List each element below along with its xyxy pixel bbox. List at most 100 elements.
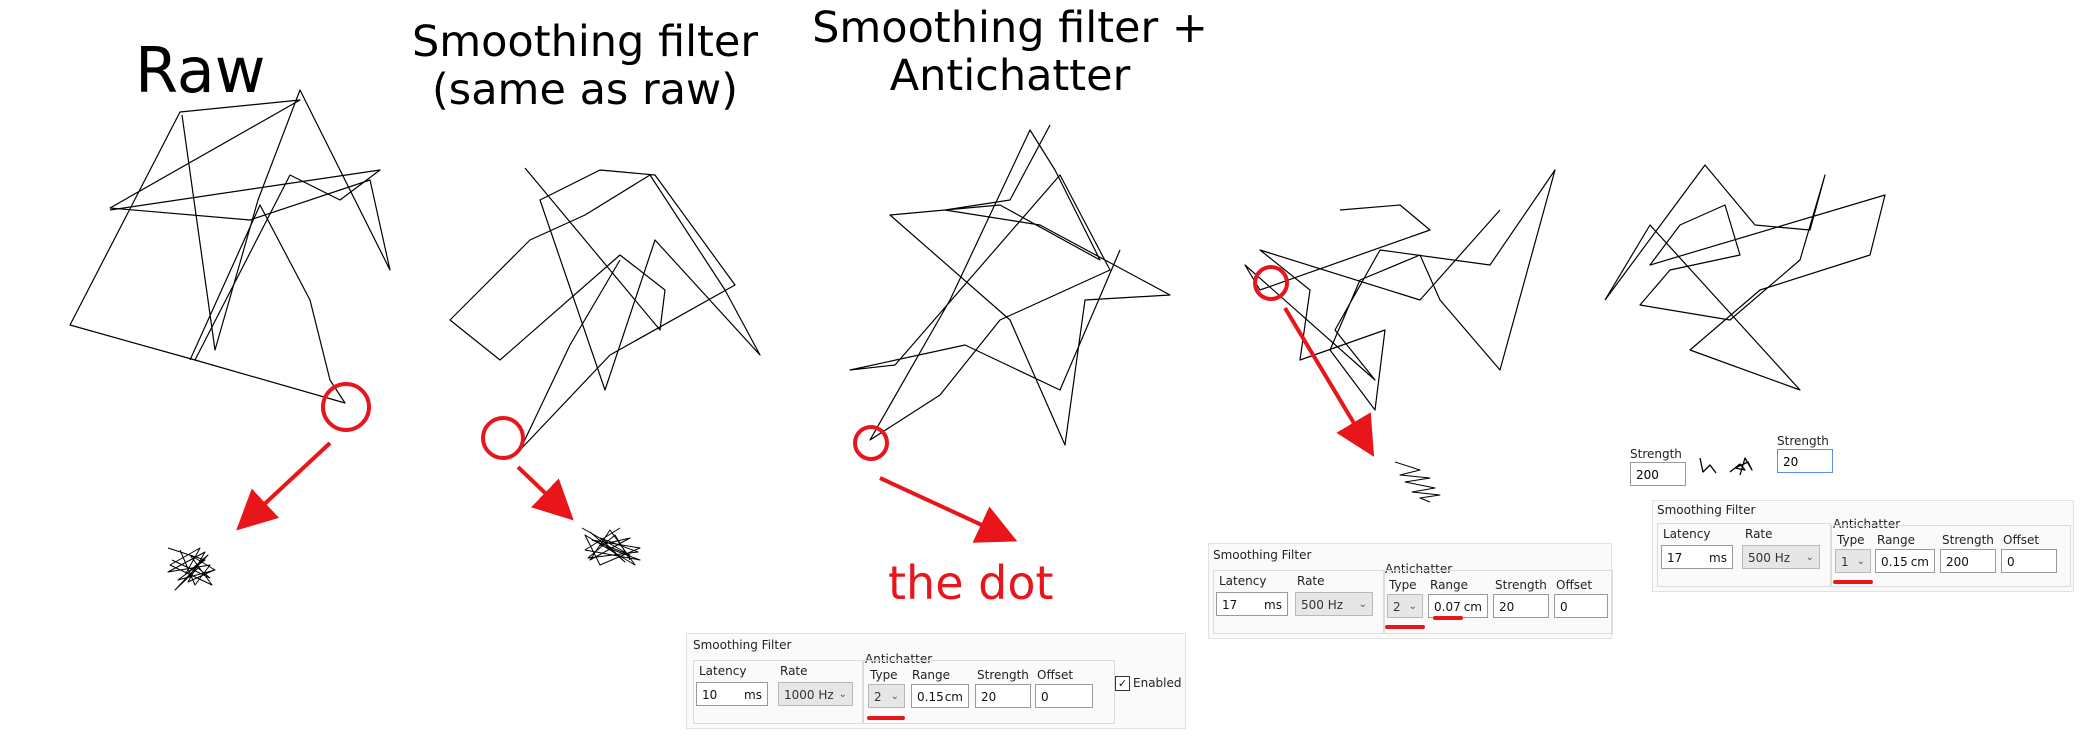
strength-input[interactable]: 200 xyxy=(1940,549,1996,573)
strength-input[interactable]: 20 xyxy=(1777,449,1833,473)
arrow xyxy=(879,476,1018,543)
type-label: Type xyxy=(1389,578,1417,592)
type-select[interactable]: 1 ⌄ xyxy=(1835,549,1871,573)
range-value: 0.07 xyxy=(1434,600,1461,614)
rate-select[interactable]: 1000 Hz ⌄ xyxy=(778,682,853,706)
annotation-the-dot: the dot xyxy=(888,556,1054,610)
type-value: 1 xyxy=(1841,555,1849,569)
latency-unit: ms xyxy=(1709,551,1727,565)
basic-group xyxy=(1213,570,1385,634)
range-input[interactable]: 0.07 cm xyxy=(1428,594,1488,618)
red-underline xyxy=(1433,616,1463,620)
red-underline xyxy=(1833,580,1873,584)
range-value: 0.15 xyxy=(917,690,944,704)
strength-input[interactable]: 20 xyxy=(1493,594,1549,618)
chevron-down-icon: ⌄ xyxy=(1856,556,1865,567)
smoothing-filter-panel: Smoothing Filter Latency 17 ms Rate 500 H… xyxy=(1208,543,1613,639)
strength-value: 20 xyxy=(981,690,997,704)
group-title: Smoothing Filter xyxy=(693,638,792,652)
smoothing-dot-zoom xyxy=(581,527,641,566)
strength-value: 200 xyxy=(1946,555,1969,569)
arrow xyxy=(516,465,574,521)
antichatter-title: Antichatter xyxy=(1833,517,1901,531)
offset-label: Offset xyxy=(1037,668,1074,682)
rate-select[interactable]: 500 Hz ⌄ xyxy=(1742,545,1820,569)
latency-label: Latency xyxy=(1663,527,1711,541)
type-select[interactable]: 2 ⌄ xyxy=(1387,594,1423,618)
antichatter-group xyxy=(863,660,1115,724)
antichatter-group xyxy=(1831,525,2071,587)
latency-value: 17 xyxy=(1222,598,1238,612)
group-title: Smoothing Filter xyxy=(1213,548,1312,562)
basic-group xyxy=(1657,523,1831,587)
offset-input[interactable]: 0 xyxy=(2001,549,2057,573)
type-value: 2 xyxy=(874,690,882,704)
range-input[interactable]: 0.15 cm xyxy=(911,684,969,708)
range-value: 0.15 xyxy=(1881,555,1908,569)
smoothing-stroke xyxy=(449,167,761,451)
type-select[interactable]: 2 ⌄ xyxy=(868,684,905,708)
offset-input[interactable]: 0 xyxy=(1035,684,1093,708)
enabled-checkbox[interactable]: ✓ xyxy=(1115,676,1130,691)
strength-input[interactable]: 20 xyxy=(975,684,1031,708)
smoothing-filter-panel: Smoothing Filter Latency 17 ms Rate 500 H… xyxy=(1652,500,2074,592)
antichatter-group xyxy=(1383,570,1613,634)
highlight-circle xyxy=(321,382,371,432)
latency-input[interactable]: 17 ms xyxy=(1661,545,1733,569)
latency-label: Latency xyxy=(699,664,747,678)
antichatter-title: Antichatter xyxy=(865,652,933,666)
rate-select[interactable]: 500 Hz ⌄ xyxy=(1295,592,1373,616)
rate-label: Rate xyxy=(1297,574,1325,588)
title-line: Smoothing filter + xyxy=(812,3,1208,53)
rate-value: 500 Hz xyxy=(1301,598,1344,612)
strength-value: 20 xyxy=(1499,600,1515,614)
offset-value: 0 xyxy=(2007,555,2015,569)
chevron-down-icon: ⌄ xyxy=(1408,601,1417,612)
offset-label: Offset xyxy=(1556,578,1593,592)
highlight-circle xyxy=(853,425,889,461)
rate-label: Rate xyxy=(780,664,808,678)
antichatter-stroke xyxy=(849,124,1171,446)
offset-label: Offset xyxy=(2003,533,2040,547)
latency-value: 17 xyxy=(1667,551,1683,565)
range-unit: cm xyxy=(944,690,963,704)
antichatter-title: Antichatter xyxy=(1385,562,1453,576)
range-unit: cm xyxy=(1910,555,1929,569)
type-value: 2 xyxy=(1393,600,1401,614)
latency-unit: ms xyxy=(1264,598,1282,612)
enabled-label: Enabled xyxy=(1133,676,1182,690)
offset-value: 0 xyxy=(1041,690,1049,704)
range-unit: cm xyxy=(1463,600,1482,614)
highlight-circle xyxy=(481,416,525,460)
panel5-stroke xyxy=(1604,164,1886,391)
title-line: Antichatter xyxy=(889,51,1131,102)
rate-label: Rate xyxy=(1745,527,1773,541)
latency-value: 10 xyxy=(702,688,718,702)
strength-input[interactable]: 200 xyxy=(1630,462,1686,486)
check-icon: ✓ xyxy=(1117,677,1128,690)
strength-label: Strength xyxy=(1777,434,1829,448)
raw-stroke xyxy=(69,89,391,404)
rate-value: 1000 Hz xyxy=(784,688,834,702)
chevron-down-icon: ⌄ xyxy=(890,691,899,702)
highlight-circle xyxy=(1253,265,1289,301)
strength-value: 20 xyxy=(1783,455,1799,469)
strength-label: Strength xyxy=(1495,578,1547,592)
title-line: (same as raw) xyxy=(432,65,738,116)
type-label: Type xyxy=(870,668,898,682)
range-label: Range xyxy=(1877,533,1916,547)
title-smoothing-filter: Smoothing filter (same as raw) xyxy=(395,18,775,114)
raw-stroke xyxy=(109,169,381,361)
offset-input[interactable]: 0 xyxy=(1554,594,1608,618)
raw-dot-zoom xyxy=(167,547,216,591)
latency-input[interactable]: 17 ms xyxy=(1216,592,1288,616)
latency-label: Latency xyxy=(1219,574,1267,588)
range-label: Range xyxy=(1430,578,1469,592)
chevron-down-icon: ⌄ xyxy=(838,689,847,700)
latency-input[interactable]: 10 ms xyxy=(696,682,768,706)
red-underline xyxy=(1385,625,1425,629)
range-input[interactable]: 0.15 cm xyxy=(1875,549,1935,573)
title-smoothing-antichatter: Smoothing filter + Antichatter xyxy=(800,4,1220,100)
chevron-down-icon: ⌄ xyxy=(1805,552,1814,563)
